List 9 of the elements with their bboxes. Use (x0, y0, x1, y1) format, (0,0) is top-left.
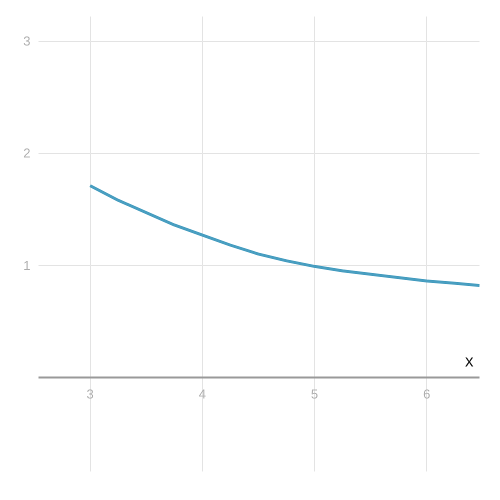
line-series (88, 184, 480, 287)
y-tick-label: 2 (23, 146, 31, 161)
x-tick-label: 3 (86, 386, 94, 402)
x-tick-label: 4 (198, 386, 206, 402)
y-tick-label: 1 (23, 258, 31, 273)
x-tick-label: 6 (423, 386, 430, 402)
y-tick-label: 3 (23, 34, 31, 49)
x-tick-label: 5 (310, 386, 318, 402)
x-axis-title: x (465, 351, 474, 370)
